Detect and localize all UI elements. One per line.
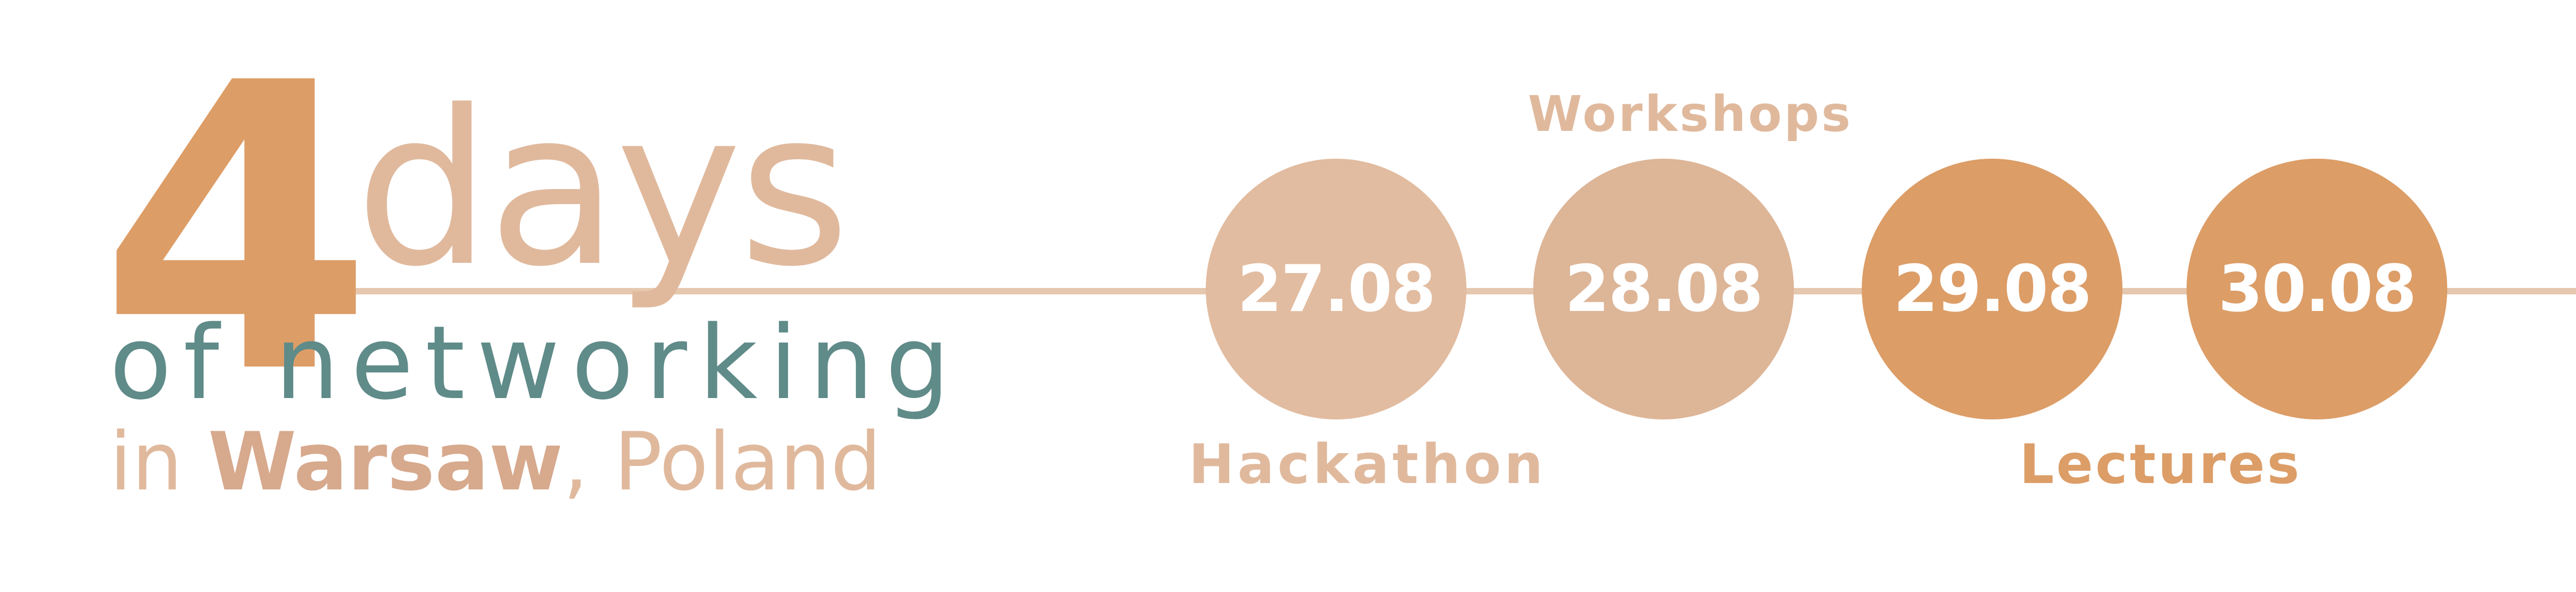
date-label: 28.08	[1565, 252, 1763, 326]
date-label: 29.08	[1893, 252, 2092, 326]
headline-word: days	[355, 65, 850, 314]
hackathon-label: Hackathon	[1189, 433, 1547, 496]
location-suffix: , Poland	[563, 416, 881, 509]
date-circle: 30.08	[2187, 159, 2447, 419]
date-label: 30.08	[2218, 252, 2417, 326]
workshops-label: Workshops	[1528, 85, 1853, 143]
date-circle: 28.08	[1533, 159, 1794, 419]
date-circle: 27.08	[1206, 159, 1466, 419]
headline-number: 4	[99, 0, 374, 460]
date-label: 27.08	[1237, 252, 1436, 326]
location-text: in Warsaw, Poland	[110, 414, 881, 510]
location-prefix: in	[110, 416, 208, 509]
location-city: Warsaw	[208, 416, 563, 509]
lectures-label: Lectures	[2019, 433, 2302, 496]
date-circle: 29.08	[1862, 159, 2122, 419]
subline-text: of networking	[110, 304, 962, 422]
